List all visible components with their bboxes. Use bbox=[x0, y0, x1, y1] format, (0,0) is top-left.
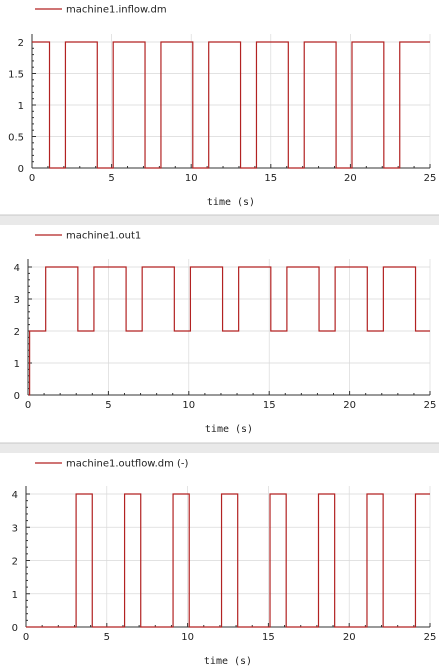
y-tick-label: 2 bbox=[14, 327, 20, 338]
y-tick-label: 0 bbox=[14, 391, 20, 402]
x-tick-label: 10 bbox=[182, 400, 195, 411]
plot-panel-3[interactable]: 0 5 10 15 20 25 0 1 2 3 4 time (s) machine1.outflow.… bbox=[12, 459, 437, 668]
y-tick-label: 2 bbox=[18, 38, 24, 49]
x-tick-label: 0 bbox=[23, 632, 29, 643]
x-tick-label: 5 bbox=[105, 400, 111, 411]
legend-entry[interactable]: machine1.outflow.dm (-) bbox=[66, 459, 189, 470]
x-tick-label: 10 bbox=[181, 632, 194, 643]
x-tick-label: 20 bbox=[343, 400, 356, 411]
y-tick-label: 0 bbox=[12, 623, 18, 634]
panel-separator bbox=[0, 443, 439, 453]
y-tick-label: 1 bbox=[18, 101, 24, 112]
x-tick-label: 20 bbox=[343, 632, 356, 643]
x-tick-label: 10 bbox=[185, 173, 198, 184]
x-tick-label: 5 bbox=[108, 173, 114, 184]
y-tick-label: 0.5 bbox=[8, 133, 24, 144]
y-tick-label: 1.5 bbox=[8, 70, 24, 81]
x-axis-label: time (s) bbox=[204, 656, 252, 667]
x-tick-label: 15 bbox=[262, 632, 275, 643]
x-tick-label: 20 bbox=[344, 173, 357, 184]
series-line bbox=[26, 493, 430, 628]
legend-entry[interactable]: machine1.out1 bbox=[66, 231, 141, 242]
plot-panel-2[interactable]: 0 5 10 15 20 25 0 1 2 3 4 time (s) machine1.out1 bbox=[14, 231, 437, 436]
x-tick-label: 0 bbox=[29, 173, 35, 184]
series-line bbox=[32, 41, 430, 169]
y-tick-label: 3 bbox=[14, 295, 20, 306]
legend-entry[interactable]: machine1.inflow.dm bbox=[66, 5, 167, 16]
series-line bbox=[28, 266, 430, 396]
x-tick-label: 0 bbox=[25, 400, 31, 411]
x-tick-label: 25 bbox=[424, 173, 437, 184]
x-axis-label: time (s) bbox=[205, 424, 253, 435]
y-tick-label: 3 bbox=[12, 523, 18, 534]
panel-separator bbox=[0, 215, 439, 225]
y-tick-label: 2 bbox=[12, 557, 18, 568]
x-tick-label: 15 bbox=[264, 173, 277, 184]
x-tick-label: 5 bbox=[104, 632, 110, 643]
x-tick-label: 25 bbox=[424, 400, 437, 411]
y-tick-label: 0 bbox=[18, 164, 24, 175]
plot-panel-1[interactable]: 0 5 10 15 20 25 0 0.5 1 1.5 2 time (s) machine1.infl… bbox=[8, 5, 436, 209]
y-tick-label: 1 bbox=[14, 359, 20, 370]
y-tick-label: 4 bbox=[14, 263, 20, 274]
x-tick-label: 25 bbox=[424, 632, 437, 643]
y-tick-label: 4 bbox=[12, 490, 18, 501]
x-axis-label: time (s) bbox=[207, 197, 255, 208]
y-tick-label: 1 bbox=[12, 590, 18, 601]
x-tick-label: 15 bbox=[263, 400, 276, 411]
